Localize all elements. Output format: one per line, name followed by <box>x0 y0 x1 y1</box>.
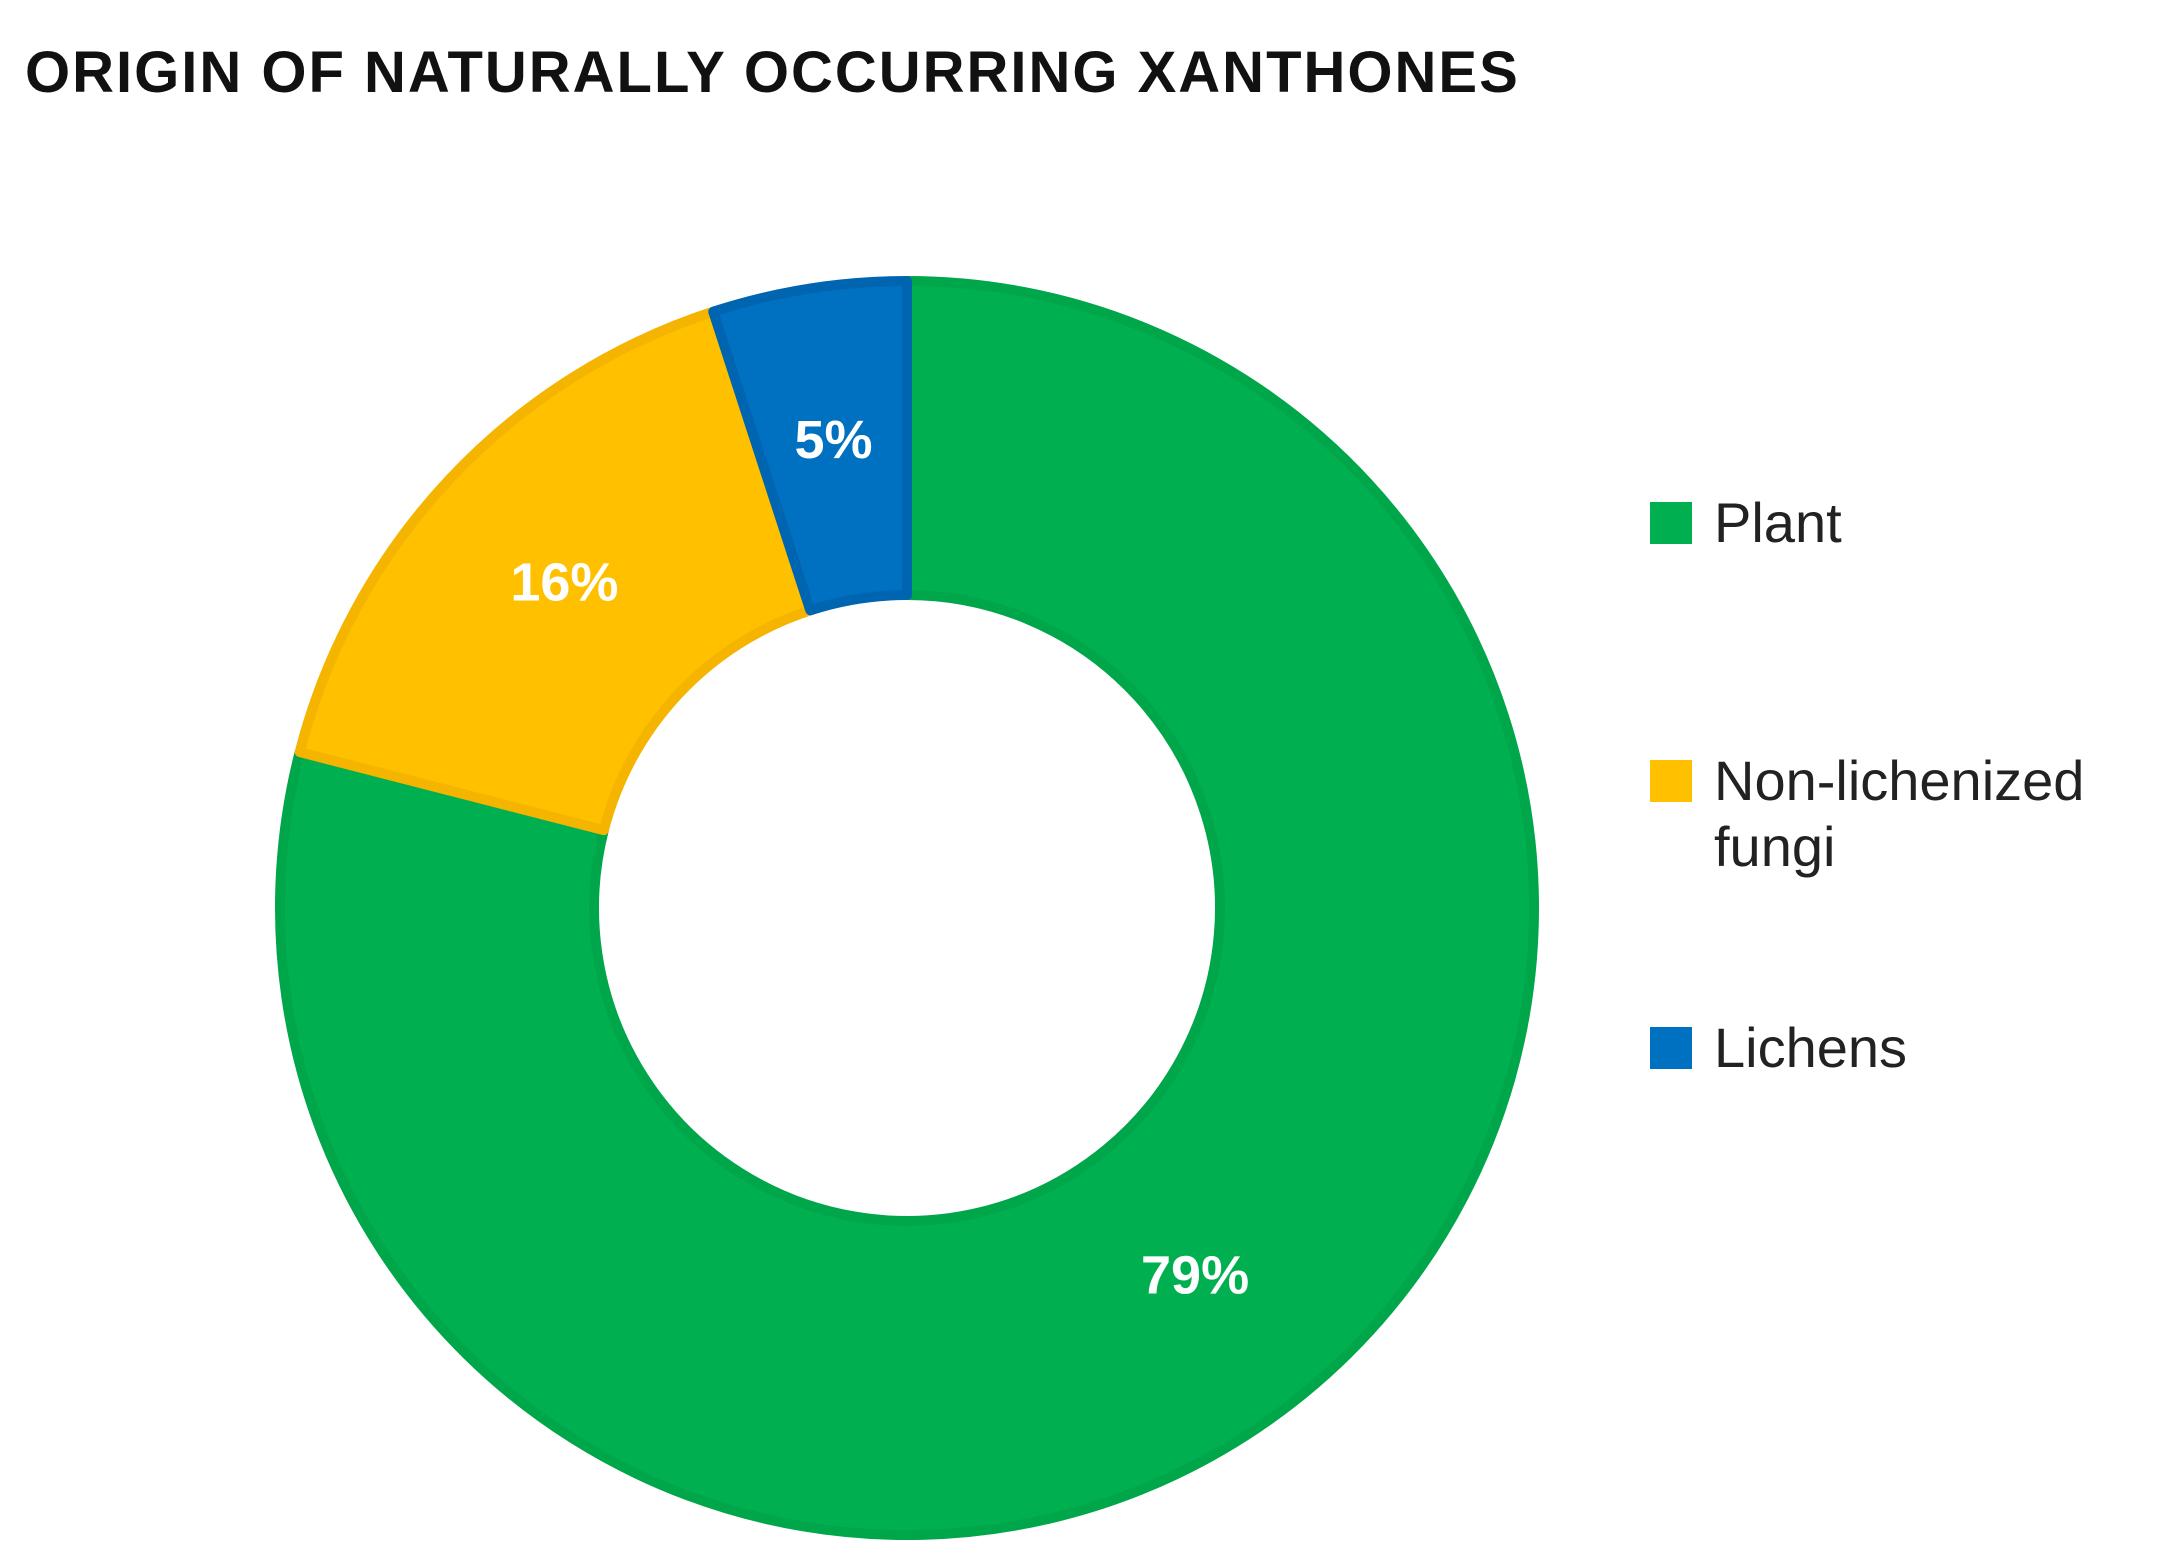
data-label: 5% <box>794 410 872 470</box>
legend-label: Lichens <box>1714 1016 1908 1079</box>
legend-item: Plant <box>1650 490 2164 556</box>
donut-segment <box>275 276 1539 1540</box>
legend-item: Non-lichenized fungi <box>1650 748 2164 880</box>
data-label: 16% <box>510 553 618 613</box>
legend-swatch <box>1650 760 1692 802</box>
donut-segment <box>708 276 912 616</box>
data-label: 79% <box>1141 1246 1249 1306</box>
legend-label: Non-lichenized fungi <box>1714 749 2085 878</box>
legend-item: Lichens <box>1650 1015 2164 1081</box>
legend-label: Plant <box>1714 491 1842 554</box>
chart-title: ORIGIN OF NATURALLY OCCURRING XANTHONES <box>25 40 1520 105</box>
legend-swatch <box>1650 502 1692 544</box>
donut-segment <box>294 306 816 836</box>
legend-swatch <box>1650 1027 1692 1069</box>
